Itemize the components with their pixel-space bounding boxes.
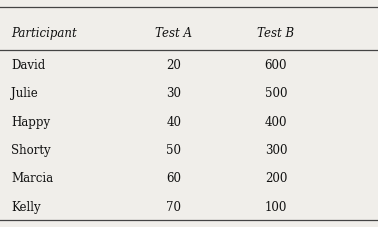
Text: 70: 70 <box>166 200 181 212</box>
Text: 200: 200 <box>265 171 287 184</box>
Text: David: David <box>11 59 46 72</box>
Text: 20: 20 <box>166 59 181 72</box>
Text: 400: 400 <box>265 115 287 128</box>
Text: 300: 300 <box>265 143 287 156</box>
Text: Participant: Participant <box>11 26 77 39</box>
Text: Happy: Happy <box>11 115 51 128</box>
Text: 40: 40 <box>166 115 181 128</box>
Text: Test A: Test A <box>155 26 192 39</box>
Text: Julie: Julie <box>11 87 38 100</box>
Text: 100: 100 <box>265 200 287 212</box>
Text: Shorty: Shorty <box>11 143 51 156</box>
Text: Marcia: Marcia <box>11 171 53 184</box>
Text: Kelly: Kelly <box>11 200 41 212</box>
Text: 30: 30 <box>166 87 181 100</box>
Text: 50: 50 <box>166 143 181 156</box>
Text: 600: 600 <box>265 59 287 72</box>
Text: 500: 500 <box>265 87 287 100</box>
Text: 60: 60 <box>166 171 181 184</box>
Text: Test B: Test B <box>257 26 294 39</box>
